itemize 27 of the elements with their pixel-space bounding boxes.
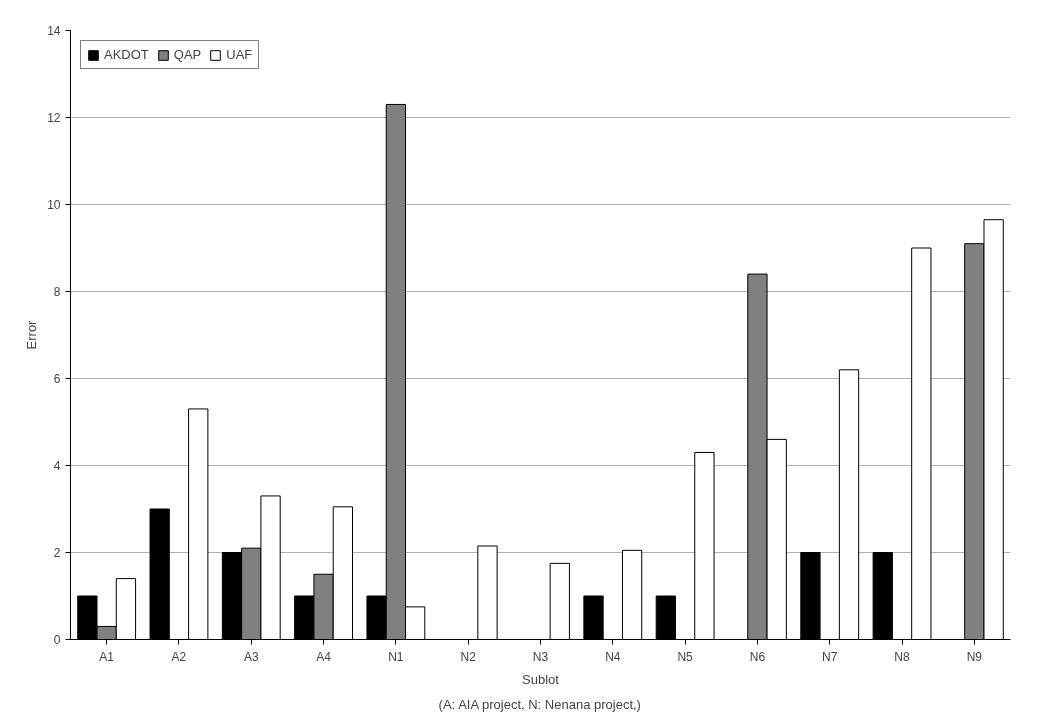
y-tick-label: 12 bbox=[47, 111, 61, 125]
y-tick-label: 4 bbox=[53, 459, 61, 473]
x-tick-label: N3 bbox=[532, 649, 549, 664]
x-tick-label: A4 bbox=[316, 649, 332, 664]
x-tick-label: A1 bbox=[99, 649, 115, 664]
x-tick-label: N1 bbox=[388, 649, 404, 664]
y-axis-title: Error bbox=[24, 319, 40, 350]
x-tick-label: N9 bbox=[966, 649, 983, 664]
x-tick-label: N7 bbox=[822, 649, 838, 664]
x-tick-label: N6 bbox=[749, 649, 766, 664]
legend-label: AKDOT bbox=[104, 47, 149, 62]
text: (A: AIA project, N: Nenana project,) bbox=[438, 696, 641, 712]
y-tick-label: 14 bbox=[47, 24, 61, 38]
y-tick-label: 6 bbox=[53, 372, 61, 386]
x-tick-label: N2 bbox=[460, 649, 477, 664]
y-tick-label: 10 bbox=[47, 198, 61, 212]
y-tick-label: 0 bbox=[53, 633, 61, 647]
x-tick-label: N4 bbox=[605, 649, 621, 664]
x-tick-label: N8 bbox=[894, 649, 911, 664]
y-tick-label: 8 bbox=[53, 285, 61, 299]
legend-label: QAP bbox=[173, 47, 202, 62]
x-tick-label: A2 bbox=[171, 649, 187, 664]
y-tick-label: 2 bbox=[53, 546, 61, 560]
x-axis-title: Sublot bbox=[522, 671, 560, 687]
x-tick-label: N5 bbox=[677, 649, 694, 664]
x-tick-label: A3 bbox=[243, 649, 259, 664]
legend-label: UAF bbox=[226, 47, 253, 62]
